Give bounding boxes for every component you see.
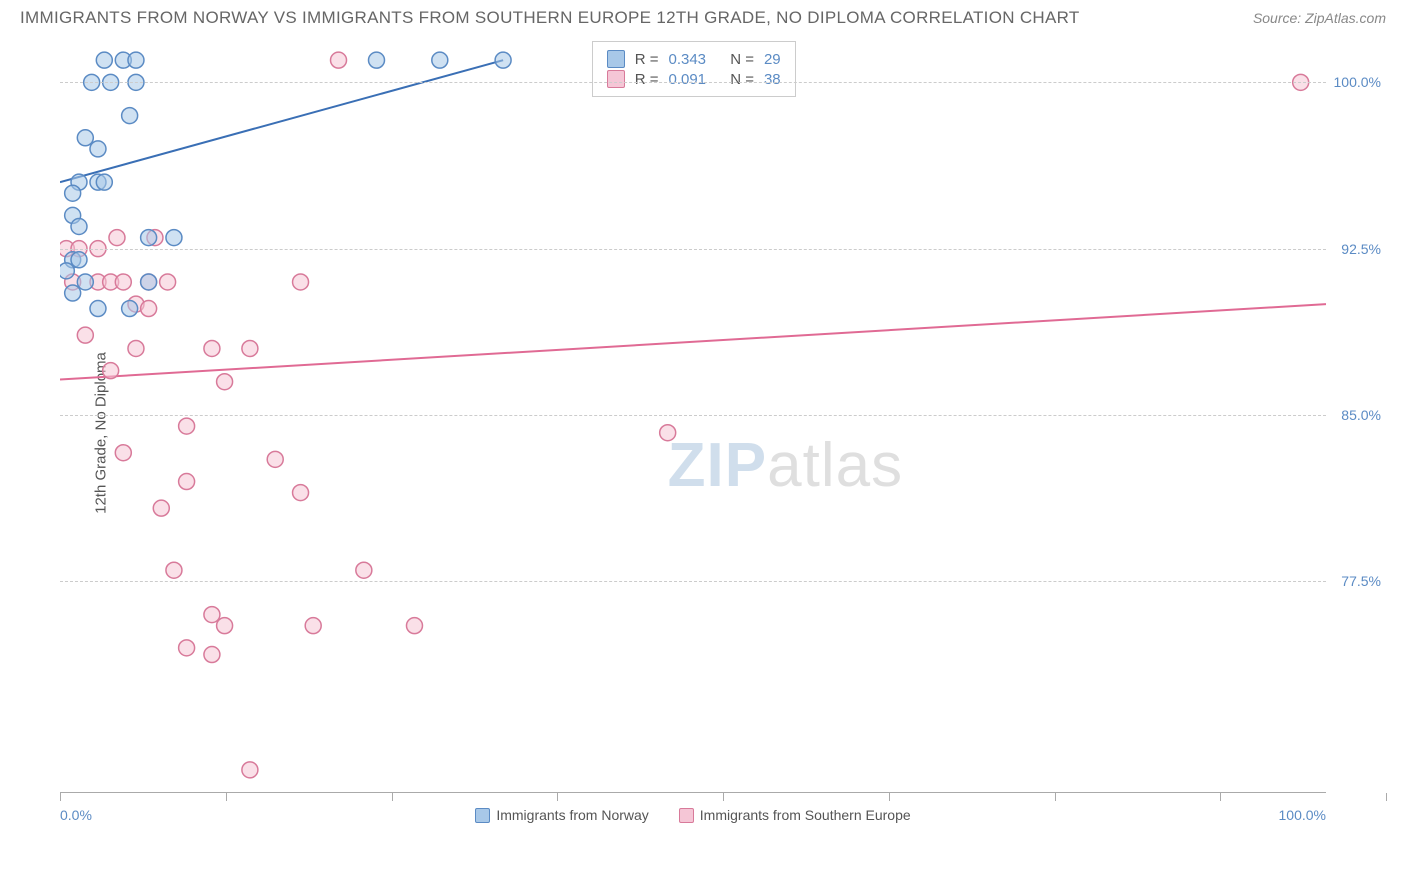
source-attribution: Source: ZipAtlas.com	[1253, 10, 1386, 26]
x-tick	[1386, 793, 1387, 801]
legend-swatch-blue	[607, 50, 625, 68]
swatch-blue	[475, 808, 490, 823]
y-tick-label: 92.5%	[1341, 241, 1381, 257]
data-point-southern_europe	[166, 562, 182, 578]
data-point-southern_europe	[242, 762, 258, 778]
legend-swatch-pink	[607, 70, 625, 88]
data-point-southern_europe	[267, 451, 283, 467]
x-legend-label-norway: Immigrants from Norway	[496, 807, 648, 823]
x-axis-legend: Immigrants from Norway Immigrants from S…	[60, 807, 1326, 823]
r-value-norway: 0.343	[668, 51, 706, 68]
swatch-pink	[679, 808, 694, 823]
x-tick	[1220, 793, 1221, 801]
data-point-southern_europe	[115, 445, 131, 461]
y-tick-label: 77.5%	[1341, 573, 1381, 589]
gridline	[60, 249, 1326, 250]
x-legend-norway: Immigrants from Norway	[475, 807, 648, 823]
data-point-norway	[65, 185, 81, 201]
x-tick	[723, 793, 724, 801]
data-point-southern_europe	[179, 640, 195, 656]
data-point-norway	[166, 230, 182, 246]
data-point-southern_europe	[356, 562, 372, 578]
data-point-norway	[122, 108, 138, 124]
n-label: N =	[730, 71, 754, 88]
data-point-norway	[141, 230, 157, 246]
data-point-norway	[369, 52, 385, 68]
data-point-norway	[432, 52, 448, 68]
data-point-southern_europe	[103, 363, 119, 379]
data-point-southern_europe	[204, 647, 220, 663]
data-point-norway	[71, 252, 87, 268]
n-value-norway: 29	[764, 51, 781, 68]
gridline	[60, 82, 1326, 83]
data-point-southern_europe	[77, 327, 93, 343]
x-legend-label-southern: Immigrants from Southern Europe	[700, 807, 911, 823]
r-label: R =	[635, 51, 659, 68]
data-point-southern_europe	[109, 230, 125, 246]
x-tick	[60, 793, 61, 801]
gridline	[60, 581, 1326, 582]
r-label: R =	[635, 71, 659, 88]
data-point-southern_europe	[204, 607, 220, 623]
data-point-southern_europe	[406, 618, 422, 634]
n-value-southern: 38	[764, 71, 781, 88]
data-point-norway	[65, 285, 81, 301]
x-tick	[226, 793, 227, 801]
data-point-norway	[90, 141, 106, 157]
data-point-southern_europe	[115, 274, 131, 290]
data-point-southern_europe	[179, 474, 195, 490]
data-point-southern_europe	[204, 340, 220, 356]
data-point-southern_europe	[217, 618, 233, 634]
data-point-southern_europe	[141, 301, 157, 317]
chart-container: 12th Grade, No Diploma ZIPatlas R = 0.34…	[60, 38, 1386, 828]
data-point-southern_europe	[305, 618, 321, 634]
data-point-norway	[77, 130, 93, 146]
data-point-norway	[128, 52, 144, 68]
data-point-southern_europe	[660, 425, 676, 441]
x-tick	[557, 793, 558, 801]
chart-title: IMMIGRANTS FROM NORWAY VS IMMIGRANTS FRO…	[20, 8, 1080, 28]
x-tick	[1055, 793, 1056, 801]
data-point-norway	[96, 174, 112, 190]
data-point-norway	[495, 52, 511, 68]
data-point-norway	[60, 263, 74, 279]
y-tick-label: 100.0%	[1334, 74, 1381, 90]
x-tick	[889, 793, 890, 801]
data-point-southern_europe	[293, 274, 309, 290]
r-value-southern: 0.091	[668, 71, 706, 88]
correlation-legend: R = 0.343 N = 29 R = 0.091 N = 38	[592, 41, 796, 97]
data-point-southern_europe	[293, 485, 309, 501]
y-tick-label: 85.0%	[1341, 407, 1381, 423]
data-point-norway	[96, 52, 112, 68]
legend-row-southern: R = 0.091 N = 38	[607, 70, 781, 88]
legend-row-norway: R = 0.343 N = 29	[607, 50, 781, 68]
data-point-southern_europe	[242, 340, 258, 356]
data-point-norway	[122, 301, 138, 317]
n-label: N =	[730, 51, 754, 68]
data-point-southern_europe	[128, 340, 144, 356]
data-point-southern_europe	[160, 274, 176, 290]
data-point-norway	[71, 219, 87, 235]
data-point-norway	[141, 274, 157, 290]
header: IMMIGRANTS FROM NORWAY VS IMMIGRANTS FRO…	[0, 0, 1406, 38]
data-point-southern_europe	[153, 500, 169, 516]
x-tick	[392, 793, 393, 801]
data-point-southern_europe	[179, 418, 195, 434]
data-point-norway	[90, 301, 106, 317]
gridline	[60, 415, 1326, 416]
data-point-norway	[77, 274, 93, 290]
data-point-southern_europe	[217, 374, 233, 390]
x-legend-southern: Immigrants from Southern Europe	[679, 807, 911, 823]
data-point-southern_europe	[331, 52, 347, 68]
plot-area: ZIPatlas R = 0.343 N = 29 R = 0.091 N = …	[60, 38, 1326, 793]
